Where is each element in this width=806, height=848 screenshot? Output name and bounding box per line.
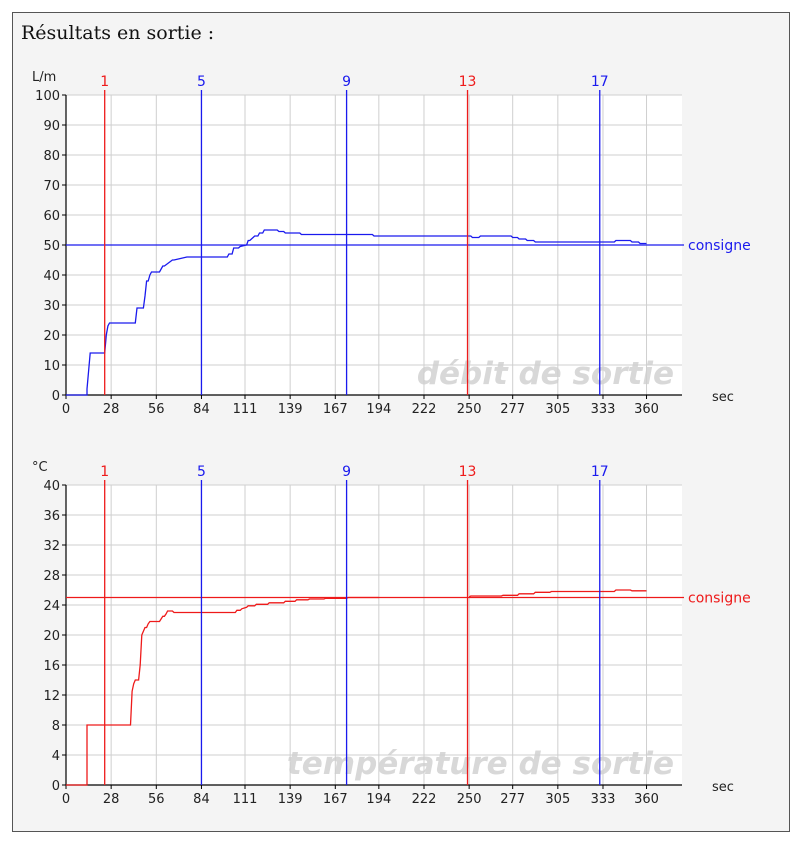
event-marker-label: 13 bbox=[459, 464, 477, 480]
event-marker-label: 5 bbox=[197, 74, 206, 90]
y-tick-label: 70 bbox=[43, 179, 60, 194]
data-series-line bbox=[66, 596, 379, 786]
x-tick-label: 333 bbox=[591, 792, 616, 807]
x-tick-label: 194 bbox=[366, 792, 391, 807]
y-tick-label: 16 bbox=[43, 659, 60, 674]
y-tick-label: 100 bbox=[35, 89, 60, 104]
x-tick-label: 139 bbox=[278, 402, 303, 417]
y-tick-label: 20 bbox=[43, 329, 60, 344]
event-marker-label: 9 bbox=[342, 74, 351, 90]
x-axis-unit-label: sec bbox=[712, 780, 734, 795]
y-axis-unit-label: °C bbox=[32, 460, 48, 475]
x-tick-label: 111 bbox=[233, 402, 258, 417]
y-tick-label: 24 bbox=[43, 599, 60, 614]
y-tick-label: 0 bbox=[52, 389, 60, 404]
y-tick-label: 4 bbox=[52, 749, 60, 764]
event-marker-label: 13 bbox=[459, 74, 477, 90]
x-tick-label: 277 bbox=[500, 792, 525, 807]
event-marker-label: 1 bbox=[100, 74, 109, 90]
y-axis-unit-label: L/m bbox=[32, 70, 56, 85]
y-tick-label: 20 bbox=[43, 629, 60, 644]
y-tick-label: 32 bbox=[43, 539, 60, 554]
x-tick-label: 139 bbox=[278, 792, 303, 807]
setpoint-label: consigne bbox=[688, 238, 751, 254]
event-marker-label: 17 bbox=[591, 74, 609, 90]
event-marker-label: 1 bbox=[100, 464, 109, 480]
x-tick-label: 167 bbox=[323, 402, 348, 417]
x-tick-label: 222 bbox=[412, 402, 437, 417]
chart-watermark-title: température de sortie bbox=[287, 746, 674, 782]
x-tick-label: 250 bbox=[457, 792, 482, 807]
x-tick-label: 250 bbox=[457, 402, 482, 417]
x-tick-label: 360 bbox=[634, 402, 659, 417]
x-tick-label: 56 bbox=[148, 792, 165, 807]
x-axis-unit-label: sec bbox=[712, 390, 734, 405]
y-tick-label: 40 bbox=[43, 269, 60, 284]
data-series-line bbox=[468, 589, 647, 598]
event-marker-label: 9 bbox=[342, 464, 351, 480]
results-heading: Résultats en sortie : bbox=[21, 22, 215, 44]
x-tick-label: 305 bbox=[545, 792, 570, 807]
y-tick-label: 90 bbox=[43, 119, 60, 134]
y-tick-label: 36 bbox=[43, 509, 60, 524]
data-series-line bbox=[66, 229, 647, 396]
chart-watermark-title: débit de sortie bbox=[417, 356, 674, 392]
event-marker-label: 17 bbox=[591, 464, 609, 480]
x-tick-label: 360 bbox=[634, 792, 659, 807]
y-tick-label: 80 bbox=[43, 149, 60, 164]
x-tick-label: 222 bbox=[412, 792, 437, 807]
x-tick-label: 277 bbox=[500, 402, 525, 417]
x-tick-label: 84 bbox=[193, 402, 210, 417]
x-tick-label: 0 bbox=[62, 402, 70, 417]
x-tick-label: 111 bbox=[233, 792, 258, 807]
y-tick-label: 60 bbox=[43, 209, 60, 224]
x-tick-label: 84 bbox=[193, 792, 210, 807]
event-marker-label: 5 bbox=[197, 464, 206, 480]
x-tick-label: 56 bbox=[148, 402, 165, 417]
x-tick-label: 28 bbox=[103, 792, 120, 807]
y-tick-label: 30 bbox=[43, 299, 60, 314]
x-tick-label: 167 bbox=[323, 792, 348, 807]
x-tick-label: 333 bbox=[591, 402, 616, 417]
y-tick-label: 0 bbox=[52, 779, 60, 794]
setpoint-label: consigne bbox=[688, 591, 751, 607]
y-tick-label: 10 bbox=[43, 359, 60, 374]
y-tick-label: 28 bbox=[43, 569, 60, 584]
x-tick-label: 305 bbox=[545, 402, 570, 417]
x-tick-label: 0 bbox=[62, 792, 70, 807]
x-tick-label: 28 bbox=[103, 402, 120, 417]
y-tick-label: 40 bbox=[43, 479, 60, 494]
y-tick-label: 50 bbox=[43, 239, 60, 254]
y-tick-label: 8 bbox=[52, 719, 60, 734]
y-tick-label: 12 bbox=[43, 689, 60, 704]
x-tick-label: 194 bbox=[366, 402, 391, 417]
